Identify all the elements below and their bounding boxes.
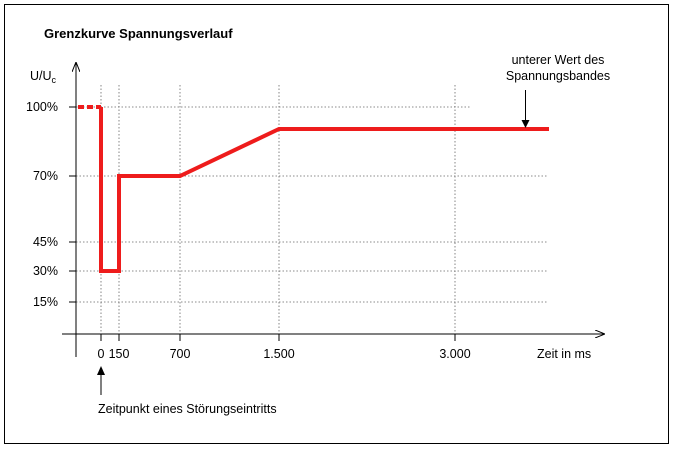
grid-lines xyxy=(76,85,548,334)
tick-labels: 100% 70% 45% 30% 15% 0 150 700 1.500 3.000 xyxy=(26,100,471,361)
x-tick-label: 700 xyxy=(170,347,191,361)
y-axis-label: U/Uc xyxy=(30,69,57,85)
x-axis-label: Zeit in ms xyxy=(537,347,591,361)
y-tick-label: 100% xyxy=(26,100,58,114)
annotation-text: Zeitpunkt eines Störungseintritts xyxy=(98,402,277,416)
series-lines xyxy=(78,105,549,273)
annotation-arrowhead xyxy=(521,120,530,128)
annotation-text: Spannungsbandes xyxy=(506,69,610,83)
chart-frame xyxy=(4,4,669,444)
y-axis-label-text: U/U xyxy=(30,69,52,83)
y-tick-label: 15% xyxy=(33,295,58,309)
axes xyxy=(62,63,604,357)
y-axis-label-subscript: c xyxy=(52,75,57,85)
x-tick-label: 150 xyxy=(109,347,130,361)
svg-text:U/Uc: U/Uc xyxy=(30,69,57,85)
annotations: unterer Wert des Spannungsbandes Zeitpunkt… xyxy=(97,53,610,416)
annotation-text: unterer Wert des xyxy=(512,53,605,67)
series-line xyxy=(99,107,549,273)
y-tick-label: 45% xyxy=(33,235,58,249)
chart-title: Grenzkurve Spannungsverlauf xyxy=(44,26,233,41)
x-tick-label: 3.000 xyxy=(439,347,470,361)
x-tick-label: 1.500 xyxy=(263,347,294,361)
y-tick-label: 70% xyxy=(33,169,58,183)
annotation-arrowhead xyxy=(97,366,105,375)
x-tick-label: 0 xyxy=(98,347,105,361)
y-tick-label: 30% xyxy=(33,264,58,278)
